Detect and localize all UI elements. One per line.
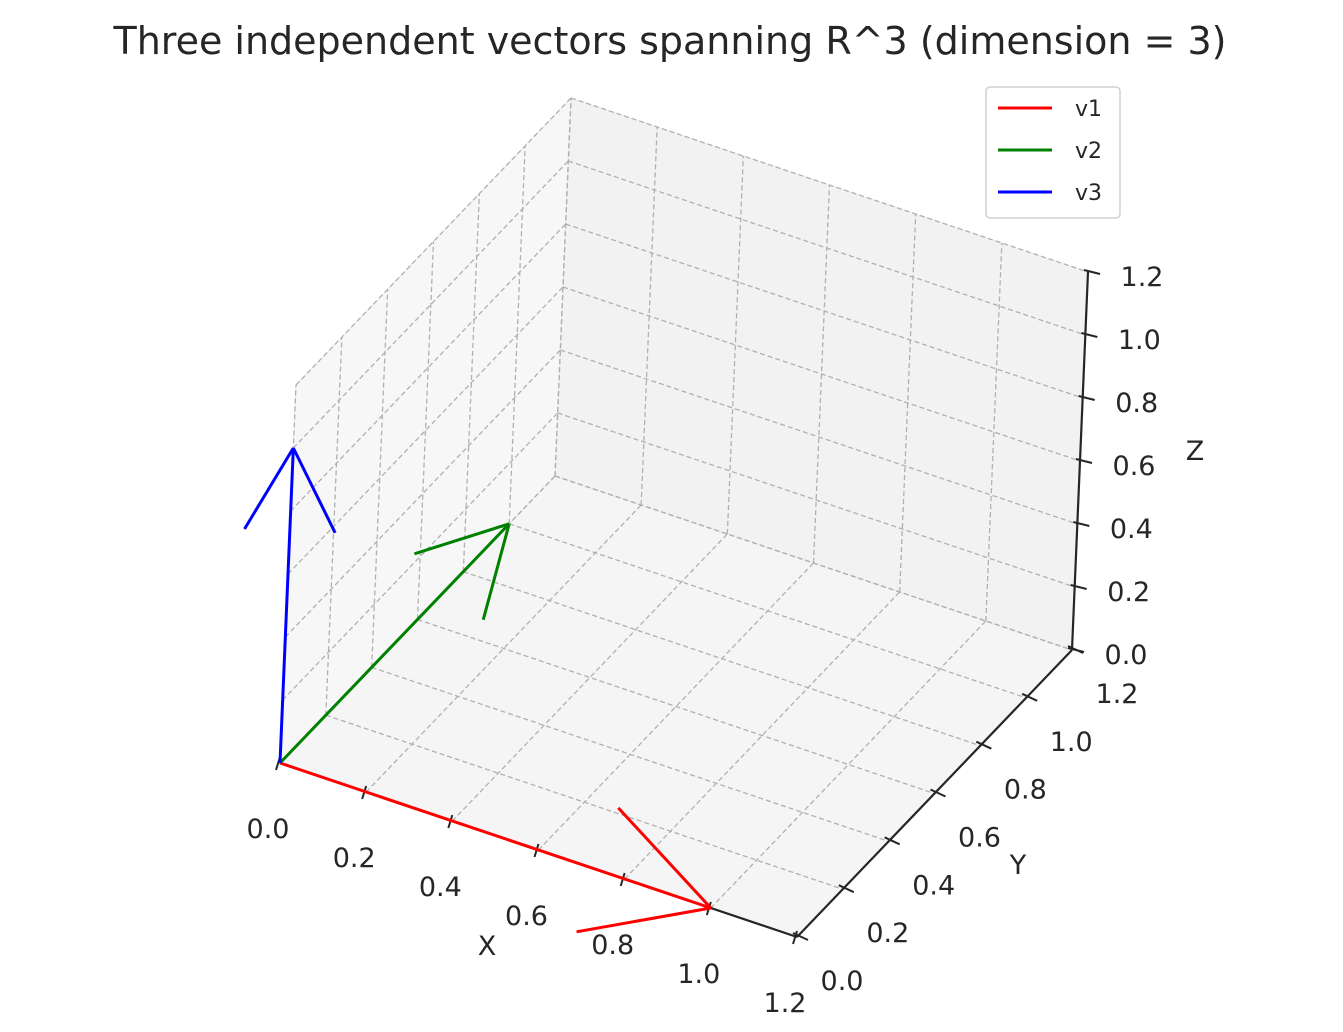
x-tick-label: 0.8 [591,930,634,961]
y-tick-label: 0.4 [912,870,955,901]
axis-panes [279,96,1089,938]
z-tick-mark [1067,647,1085,653]
vector-head-v2-2 [481,523,511,621]
x-tick-label: 1.2 [764,988,807,1019]
grid-line-x-back [726,155,744,535]
grid-line-z-left [282,412,559,701]
y-axis-line [796,649,1073,938]
grid-line-z-left [295,97,572,386]
y-tick-mark [975,740,992,750]
grid-line-x-floor [710,620,987,909]
legend: v1 v2 v3 [985,86,1121,219]
z-tick-label: 0.0 [1105,640,1148,671]
y-axis-label: Y [1009,850,1027,881]
vector-head-v1-2 [576,906,712,934]
axis-ticks: 0.00.20.40.60.81.01.20.00.20.40.60.81.01… [247,262,1164,1019]
vector-head-v3-1 [243,447,295,530]
vector-v1 [279,761,712,934]
z-tick-mark [1081,332,1098,338]
x-tick-mark [792,930,798,945]
y-tick-label: 1.0 [1050,727,1093,758]
grid-line-z-back [565,223,1083,399]
grid-line-z-back [562,286,1081,462]
grid-line-y-floor [325,714,844,890]
vector-shaft-v1 [279,761,712,910]
grid-line-y-floor [463,571,981,747]
vector-head-v3-2 [291,447,337,534]
y-tick-mark [1021,692,1038,702]
y-tick-mark [838,884,855,894]
legend-label-v3: v3 [1075,181,1102,206]
y-tick-mark [884,836,901,846]
vector-v2 [278,522,511,765]
z-axis-label: Z [1186,436,1205,467]
x-tick-label: 0.0 [247,814,290,845]
grid-line-x-floor [451,533,728,822]
grid-line-z-left [290,223,567,512]
z-tick-label: 0.6 [1113,451,1156,482]
z-tick-label: 0.8 [1115,388,1158,419]
y-tick-label: 0.2 [866,918,909,949]
x-tick-label: 0.2 [333,843,376,874]
vector-head-v2-1 [413,522,510,556]
grid-line-z-back [560,349,1078,525]
grid-line-z-back [570,97,1089,273]
y-tick-label: 0.8 [1004,775,1047,806]
vector-head-v1-1 [617,806,712,910]
legend-frame [985,86,1121,219]
grid-line-z-left [292,160,569,449]
vector-shaft-v3 [278,447,295,764]
vector-series [243,447,712,934]
grid-line-y-floor [417,618,935,795]
grid-line-z-back [554,475,1073,651]
x-tick-label: 0.6 [505,901,548,932]
grid-line-z-back [568,160,1086,336]
z-tick-label: 0.4 [1110,514,1153,545]
grid-line-y-left [416,241,435,620]
grid-line-z-left [284,349,561,638]
x-tick-label: 1.0 [677,959,720,990]
x-axis-label: X [478,931,497,962]
chart-title: Three independent vectors spanning R^3 (… [112,19,1226,63]
grid-line-z-left [287,286,564,575]
x-tick-label: 0.4 [419,872,462,903]
vector-shaft-v2 [278,522,511,765]
legend-label-v1: v1 [1075,97,1102,122]
z-tick-label: 1.2 [1121,262,1164,293]
z-tick-label: 1.0 [1118,325,1161,356]
y-tick-label: 0.6 [958,823,1001,854]
y-tick-label: 1.2 [1096,679,1139,710]
z-tick-mark [1073,521,1090,527]
grid-line-y-floor [371,666,889,842]
z-tick-label: 0.2 [1107,577,1150,608]
z-tick-mark [1083,269,1101,275]
y-tick-mark [792,932,809,941]
z-tick-mark [1078,395,1095,401]
z-tick-mark [1070,584,1087,590]
y-tick-label: 0.0 [821,966,864,997]
legend-label-v2: v2 [1075,139,1102,164]
grid-line-z-back [557,412,1075,588]
y-tick-mark [930,788,946,798]
grid-line-x-back [985,242,1003,622]
grid-line-y-floor [508,523,1027,699]
z-tick-mark [1075,458,1093,464]
vector-v3 [243,447,337,764]
